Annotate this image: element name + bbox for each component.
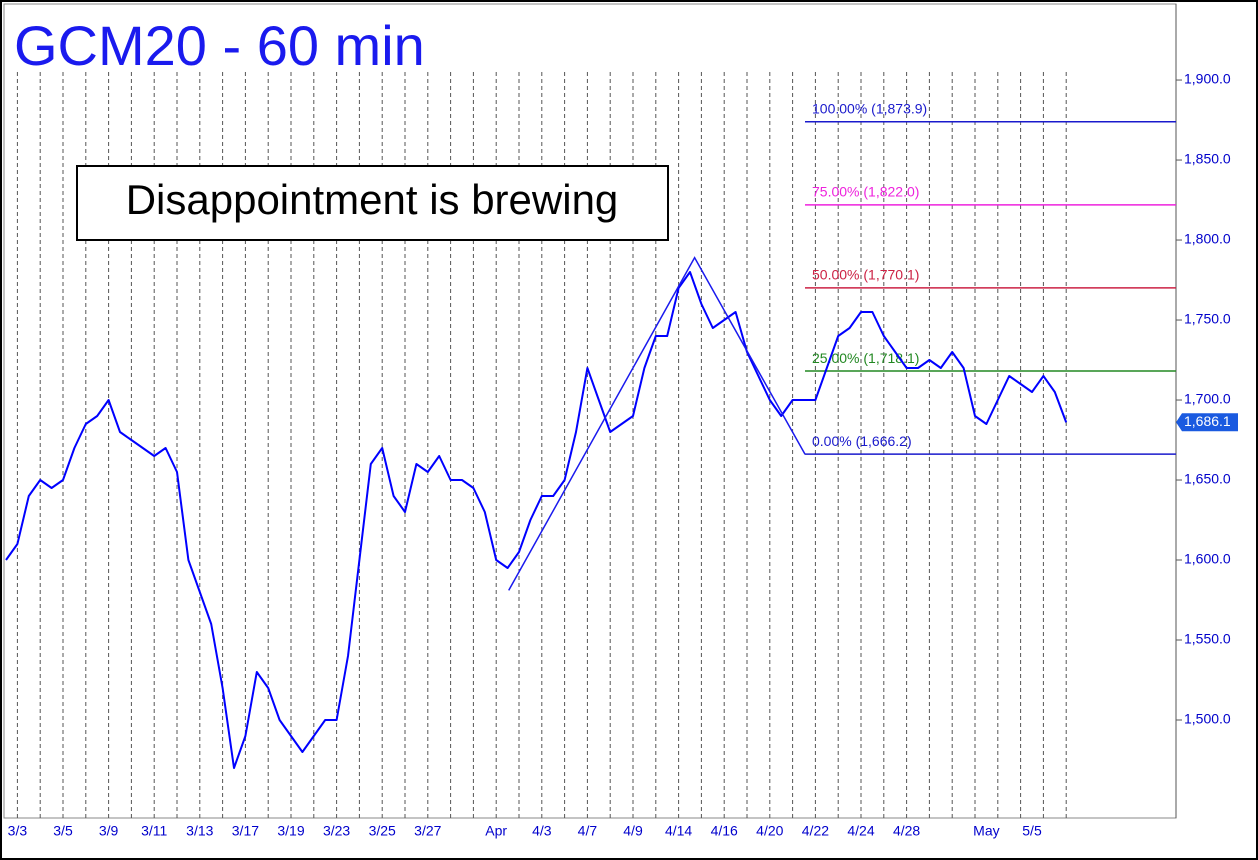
price-line bbox=[5, 271, 1068, 769]
x-tick-label: 4/16 bbox=[711, 823, 738, 839]
y-tick-label: 1,900.0 bbox=[1184, 71, 1231, 87]
y-tick-label: 1,700.0 bbox=[1184, 391, 1231, 407]
last-price-label: 1,686.1 bbox=[1184, 413, 1231, 429]
level-label: 0.00% (1,666.2) bbox=[812, 433, 912, 449]
x-tick-label: 3/23 bbox=[323, 823, 350, 839]
level-label: 100.00% (1,873.9) bbox=[812, 100, 927, 116]
x-tick-label: 4/3 bbox=[532, 823, 552, 839]
y-tick-label: 1,650.0 bbox=[1184, 471, 1231, 487]
x-tick-label: 4/24 bbox=[847, 823, 874, 839]
x-tick-label: 3/5 bbox=[53, 823, 73, 839]
y-tick-label: 1,800.0 bbox=[1184, 231, 1231, 247]
y-tick-label: 1,600.0 bbox=[1184, 551, 1231, 567]
x-tick-label: 3/9 bbox=[99, 823, 119, 839]
x-tick-label: 3/27 bbox=[414, 823, 441, 839]
y-tick-label: 1,850.0 bbox=[1184, 151, 1231, 167]
chart-title: GCM20 - 60 min bbox=[14, 14, 425, 77]
x-tick-label: Apr bbox=[485, 823, 507, 839]
x-tick-label: 3/19 bbox=[277, 823, 304, 839]
x-tick-label: May bbox=[973, 823, 999, 839]
x-tick-label: 4/9 bbox=[623, 823, 643, 839]
y-tick-label: 1,550.0 bbox=[1184, 631, 1231, 647]
last-price-box bbox=[1176, 413, 1238, 432]
level-label: 25.00% (1,718.1) bbox=[812, 350, 919, 366]
x-tick-label: 3/17 bbox=[232, 823, 259, 839]
y-tick-label: 1,500.0 bbox=[1184, 711, 1231, 727]
x-tick-label: 3/13 bbox=[186, 823, 213, 839]
x-tick-label: 4/14 bbox=[665, 823, 692, 839]
x-tick-label: 4/20 bbox=[756, 823, 783, 839]
annotation-box bbox=[76, 165, 669, 241]
x-tick-label: 3/3 bbox=[8, 823, 28, 839]
x-tick-label: 4/7 bbox=[578, 823, 598, 839]
annotation: Disappointment is brewing bbox=[126, 176, 619, 223]
x-tick-label: 5/5 bbox=[1022, 823, 1042, 839]
level-label: 50.00% (1,770.1) bbox=[812, 267, 919, 283]
x-tick-label: 4/22 bbox=[802, 823, 829, 839]
x-tick-label: 4/28 bbox=[893, 823, 920, 839]
y-tick-label: 1,750.0 bbox=[1184, 311, 1231, 327]
x-tick-label: 3/25 bbox=[369, 823, 396, 839]
x-tick-label: 3/11 bbox=[141, 823, 167, 839]
level-label: 75.00% (1,822.0) bbox=[812, 184, 919, 200]
swing-pattern bbox=[508, 256, 806, 591]
